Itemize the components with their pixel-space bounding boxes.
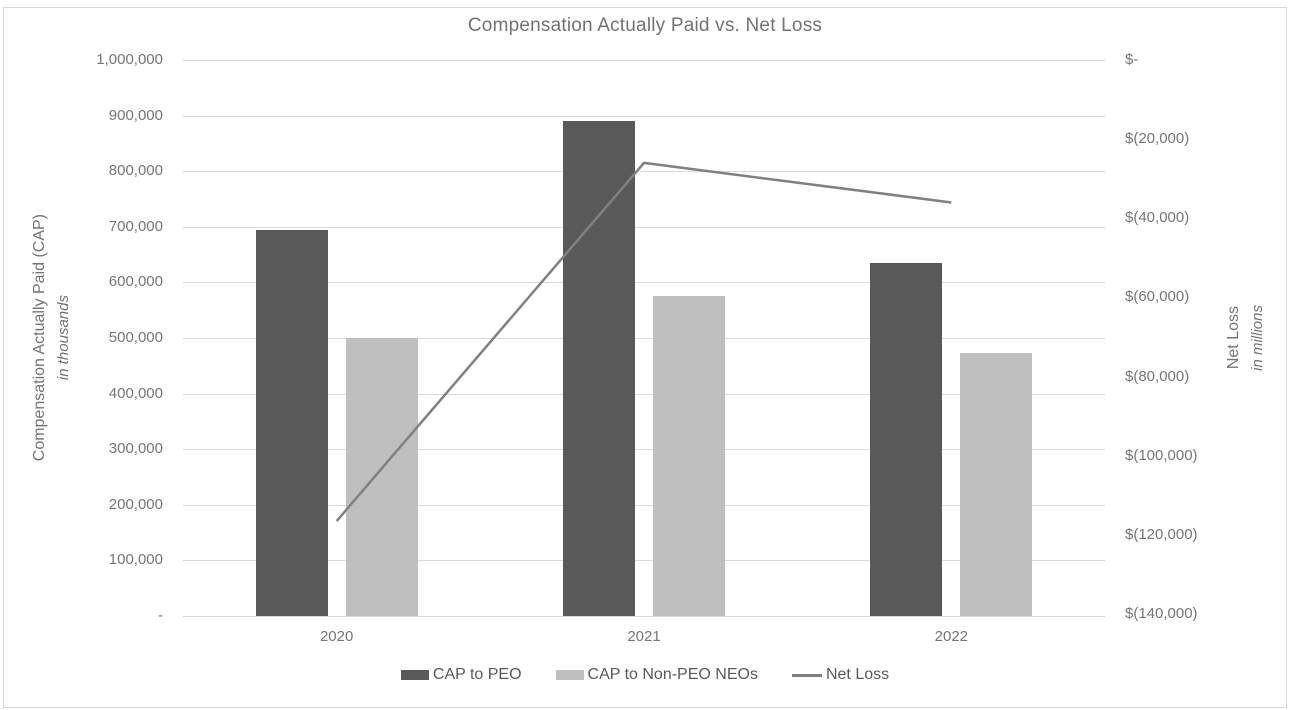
- bar-cap-to-peo-2020: [255, 229, 328, 616]
- x-axis-label-2020: 2020: [319, 628, 354, 645]
- left-axis-tick-label: -: [158, 607, 163, 624]
- left-axis-tick-label: 700,000: [108, 217, 163, 235]
- left-axis-tick-label: 200,000: [108, 495, 163, 513]
- left-axis-tick-label: 1,000,000: [96, 51, 163, 68]
- gridline: [183, 60, 1105, 61]
- right-axis-tick-label: $(40,000): [1125, 209, 1190, 227]
- x-axis-label-2022: 2022: [934, 628, 969, 645]
- gridline: [183, 171, 1105, 173]
- legend-swatch-icon: [555, 670, 584, 680]
- bar-cap-to-non-peo-neos-2020: [345, 338, 418, 616]
- right-axis-title-text: Net Loss: [1225, 306, 1242, 370]
- gridline: [183, 449, 1105, 451]
- legend-label: CAP to Non-PEO NEOs: [587, 666, 758, 683]
- gridline: [183, 115, 1105, 117]
- right-axis-tick-label: $(20,000): [1125, 130, 1190, 148]
- gridline: [183, 226, 1105, 228]
- gridline: [183, 338, 1105, 339]
- right-axis-title: Net Loss in millions: [1216, 60, 1276, 616]
- legend-item-cap-to-non-peo-neos: CAP to Non-PEO NEOs: [555, 666, 758, 684]
- legend-label: Net Loss: [825, 666, 890, 683]
- bar-cap-to-non-peo-neos-2022: [960, 353, 1033, 616]
- bar-cap-to-non-peo-neos-2021: [653, 296, 725, 616]
- gridline: [183, 282, 1105, 284]
- net-loss-line: [335, 161, 952, 522]
- legend: CAP to PEO CAP to Non-PEO NEOs Net Loss: [0, 666, 1290, 684]
- right-axis-tick-label: $(140,000): [1125, 605, 1198, 622]
- plot-area: [183, 60, 1105, 617]
- right-axis-tick-label: $(60,000): [1125, 288, 1190, 306]
- legend-item-cap-to-peo: CAP to PEO: [400, 666, 522, 684]
- right-axis-tick-label: $(100,000): [1125, 446, 1198, 464]
- bar-cap-to-peo-2022: [870, 262, 943, 616]
- bar-cap-to-peo-2021: [563, 121, 635, 616]
- legend-label: CAP to PEO: [432, 666, 522, 683]
- gridline: [183, 504, 1105, 506]
- left-axis-tick-label: 100,000: [108, 551, 163, 569]
- legend-item-net-loss: Net Loss: [791, 666, 890, 684]
- legend-line-marker-icon: [791, 673, 822, 677]
- x-axis-line: [183, 616, 1105, 617]
- gridline: [183, 393, 1105, 395]
- x-axis-label-2021: 2021: [627, 628, 661, 645]
- left-axis-tick-label: 400,000: [108, 384, 163, 402]
- gridline: [183, 560, 1105, 562]
- left-axis-tick-label: 600,000: [108, 273, 163, 291]
- right-axis-tick-label: $-: [1125, 51, 1139, 68]
- left-axis-tick-label: 300,000: [108, 440, 163, 458]
- left-axis-tick-label: 800,000: [108, 162, 163, 180]
- right-axis-subtitle-text: in millions: [1249, 305, 1266, 371]
- left-axis-tick-label: 500,000: [108, 329, 163, 346]
- legend-swatch-icon: [400, 670, 429, 680]
- chart-title: Compensation Actually Paid vs. Net Loss: [467, 15, 823, 36]
- right-axis-tick-label: $(120,000): [1125, 525, 1198, 543]
- left-axis-tick-label: 900,000: [108, 106, 163, 124]
- right-axis-tick-label: $(80,000): [1125, 367, 1190, 385]
